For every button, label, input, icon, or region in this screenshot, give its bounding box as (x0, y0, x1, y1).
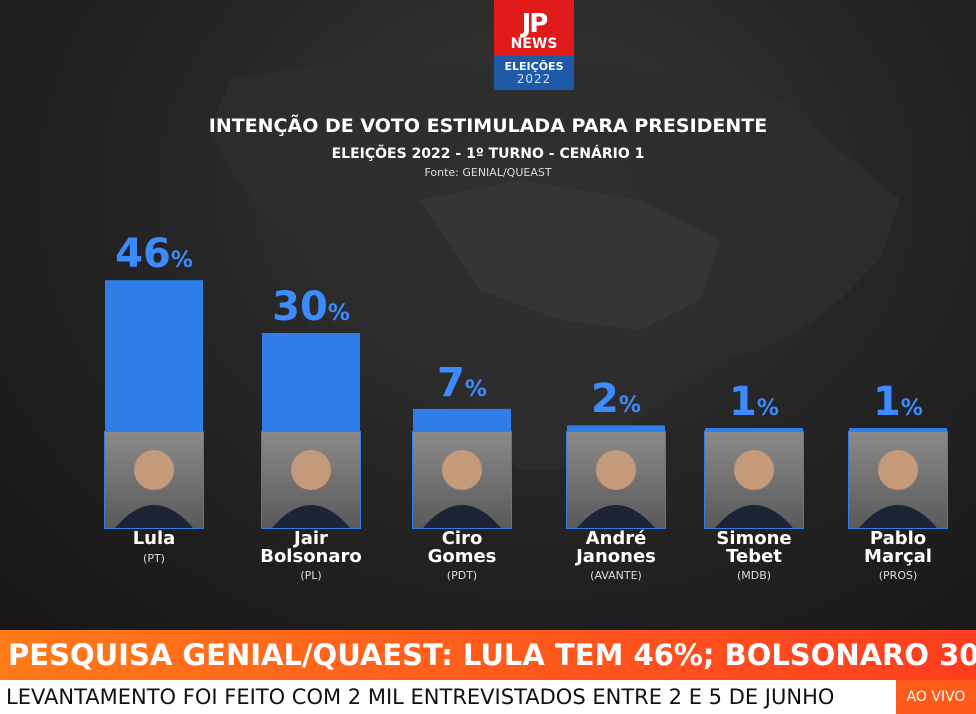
candidate-party: (PT) (143, 552, 165, 565)
candidate-name-line2: Bolsonaro (260, 546, 362, 567)
percent-label: 30% (241, 287, 381, 334)
percent-sign: % (756, 396, 779, 421)
logo-elections-label: ELEIÇÕES (504, 59, 564, 73)
candidate-name-line1: Lula (132, 528, 176, 549)
percent-value: 2 (591, 376, 619, 423)
percent-label: 7% (392, 363, 532, 410)
percent-sign: % (170, 248, 193, 274)
bar-0 (105, 280, 203, 432)
candidate-party: (PROS) (878, 569, 918, 582)
percent-value: 7 (437, 359, 465, 406)
candidate-party: (PL) (300, 569, 322, 582)
jp-news-logo: JP NEWS ELEIÇÕES 2022 (494, 0, 574, 90)
candidate-name-line2: Tebet (726, 546, 782, 567)
percent-sign: % (327, 301, 350, 326)
chart-stage: JP NEWS ELEIÇÕES 2022 INTENÇÃO DE VOTO E… (0, 0, 976, 630)
candidate-photo (849, 432, 947, 528)
candidate-photo (413, 432, 511, 528)
candidate-name-line1: Ciro (441, 528, 483, 549)
sub-ticker: LEVANTAMENTO FOI FEITO COM 2 MIL ENTREVI… (0, 680, 976, 714)
candidate-photo (105, 432, 203, 528)
brazil-map-background (210, 60, 900, 470)
logo-year-label: 2022 (516, 71, 552, 86)
candidate-name-line1: André (585, 528, 647, 549)
percent-sign: % (900, 396, 923, 421)
bar-3 (567, 425, 665, 432)
bar-1 (262, 333, 360, 432)
logo-news-label: NEWS (510, 36, 558, 52)
percent-label: 2% (546, 379, 686, 426)
percent-label: 46% (84, 234, 224, 281)
live-badge: AO VIVO (896, 680, 976, 714)
percent-value: 1 (873, 379, 901, 425)
percent-value: 30 (272, 284, 328, 330)
bar-4 (705, 428, 803, 432)
percent-label: 1% (828, 382, 968, 429)
percent-value: 46 (115, 231, 171, 278)
percent-sign: % (464, 376, 487, 402)
candidate-party: (PDT) (446, 569, 478, 582)
candidate-photo (705, 432, 803, 528)
percent-sign: % (618, 393, 641, 419)
bar-5 (849, 428, 947, 432)
candidate-name-line1: Pablo (869, 528, 927, 549)
candidate-photo (567, 432, 665, 528)
candidate-photo (262, 432, 360, 528)
candidate-name-line1: Jair (294, 528, 328, 549)
candidate-name-line2: Janones (576, 546, 656, 567)
bar-2 (413, 408, 511, 432)
candidate-party: (AVANTE) (590, 569, 642, 582)
candidate-name-line1: Simone (716, 528, 792, 549)
logo-mark: JP (521, 9, 549, 39)
candidate-party: (MDB) (736, 569, 772, 582)
headline-ticker: PESQUISA GENIAL/QUAEST: LULA TEM 46%; BO… (0, 630, 976, 680)
chart-title: INTENÇÃO DE VOTO ESTIMULADA PARA PRESIDE… (208, 115, 768, 137)
candidate-name-line2: Marçal (864, 546, 932, 567)
percent-label: 1% (684, 382, 824, 429)
chart-source: Fonte: GENIAL/QUEAST (424, 166, 552, 179)
percent-value: 1 (729, 379, 757, 425)
candidate-name-line2: Gomes (427, 546, 497, 567)
chart-subtitle: ELEIÇÕES 2022 - 1º TURNO - CENÁRIO 1 (331, 146, 645, 162)
